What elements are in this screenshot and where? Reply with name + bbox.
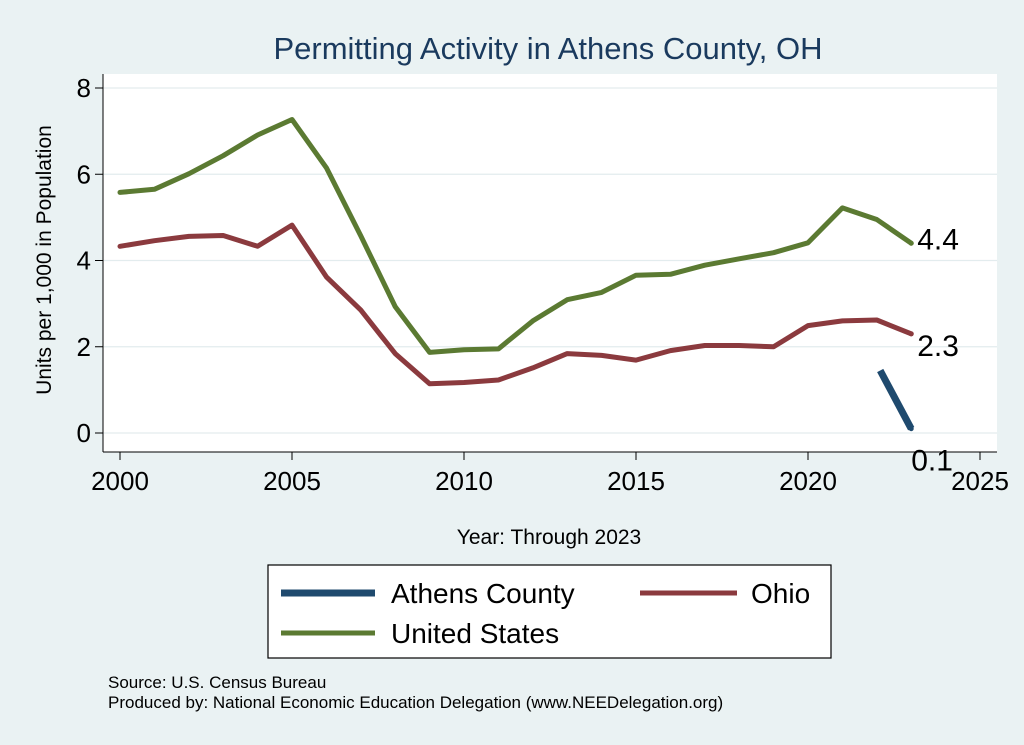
y-tick-label: 2 <box>77 332 91 362</box>
y-tick-label: 6 <box>77 159 91 189</box>
x-tick-label: 2000 <box>91 466 149 496</box>
producer-note: Produced by: National Economic Education… <box>108 693 723 712</box>
end-label-united-states: 4.4 <box>917 223 959 256</box>
plot-area <box>103 74 997 452</box>
legend-box <box>267 564 832 659</box>
series-line-athens-county <box>877 368 915 431</box>
end-labels: 2.3 4.4 0.1 <box>911 223 959 477</box>
chart-title: Permitting Activity in Athens County, OH <box>273 31 822 66</box>
end-label-athens-county: 0.1 <box>911 445 953 478</box>
y-tick-label: 0 <box>77 418 91 448</box>
legend-label-us: United States <box>391 618 559 649</box>
end-label-ohio: 2.3 <box>917 330 959 363</box>
series-line-united-states <box>117 117 914 355</box>
x-axis-title: Year: Through 2023 <box>457 526 642 549</box>
x-tick-label: 2015 <box>607 466 665 496</box>
grid <box>103 87 997 434</box>
y-tick-label: 4 <box>77 246 91 276</box>
x-tick-label: 2010 <box>435 466 493 496</box>
legend-label-athens: Athens County <box>391 578 575 609</box>
axes: 0 2 4 6 8 2000 2005 2010 2015 2020 2025 <box>77 73 1009 496</box>
legend-label-ohio: Ohio <box>751 578 810 609</box>
series <box>117 117 915 432</box>
y-axis-title: Units per 1,000 in Population <box>33 125 56 395</box>
x-tick-label: 2020 <box>779 466 837 496</box>
series-endpoint-athens-county <box>908 426 914 432</box>
x-tick-label: 2005 <box>263 466 321 496</box>
series-line-ohio <box>117 222 914 387</box>
series-endpoint-united-states <box>908 240 914 246</box>
y-tick-label: 8 <box>77 73 91 103</box>
x-tick-label: 2025 <box>951 466 1009 496</box>
source-note: Source: U.S. Census Bureau <box>108 673 326 692</box>
legend: Athens County Ohio United States <box>267 564 832 659</box>
series-endpoint-ohio <box>908 331 914 337</box>
